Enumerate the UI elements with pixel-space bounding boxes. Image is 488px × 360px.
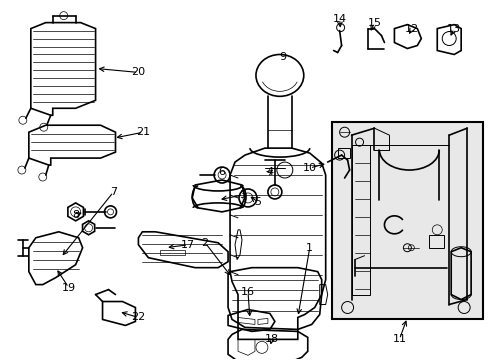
- Text: 13: 13: [446, 24, 460, 33]
- Text: 15: 15: [367, 18, 381, 28]
- Text: 17: 17: [181, 240, 195, 250]
- Text: 10: 10: [302, 163, 316, 173]
- Text: 7: 7: [110, 187, 117, 197]
- Text: 2: 2: [201, 238, 208, 248]
- Text: 19: 19: [61, 283, 76, 293]
- Text: 14: 14: [332, 14, 346, 24]
- Text: 16: 16: [241, 287, 254, 297]
- Text: 22: 22: [131, 312, 145, 323]
- Text: 1: 1: [305, 243, 313, 253]
- Text: 5: 5: [254, 197, 261, 207]
- Text: 18: 18: [264, 334, 278, 345]
- Text: 6: 6: [218, 167, 225, 177]
- Text: 9: 9: [279, 53, 286, 63]
- Text: 20: 20: [131, 67, 145, 77]
- Text: 12: 12: [405, 24, 419, 33]
- Text: 11: 11: [391, 334, 406, 345]
- Text: 4: 4: [266, 167, 273, 177]
- Bar: [331, 122, 482, 319]
- Text: 21: 21: [136, 127, 150, 137]
- Text: 8: 8: [72, 210, 79, 220]
- Text: 3: 3: [239, 190, 246, 200]
